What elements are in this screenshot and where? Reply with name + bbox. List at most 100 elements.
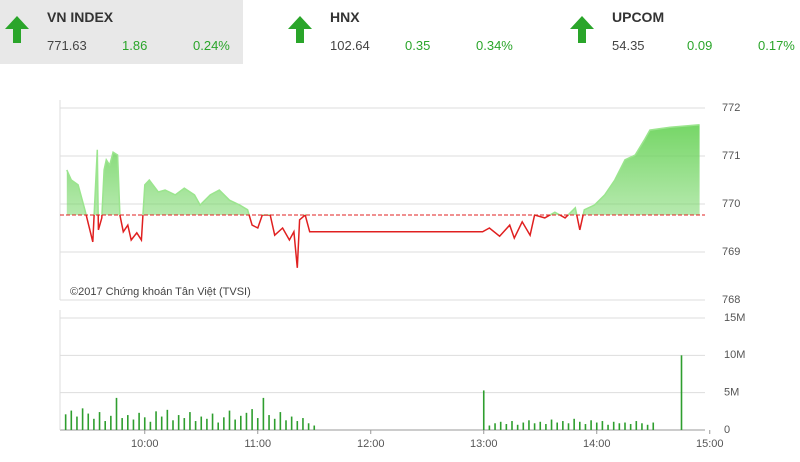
- volume-bar: [624, 422, 626, 430]
- index-value: 102.64: [330, 38, 370, 53]
- volume-bar: [556, 422, 558, 430]
- volume-bar: [516, 424, 519, 430]
- volume-bar: [155, 411, 157, 430]
- index-name: HNX: [330, 9, 360, 25]
- index-box: UPCOM 54.35 0.09 0.17%: [565, 0, 800, 64]
- volume-bar: [579, 421, 581, 430]
- volume-bar: [240, 415, 242, 430]
- volume-bar: [211, 413, 214, 430]
- volume-bar: [183, 418, 186, 430]
- volume-bar: [200, 416, 203, 430]
- volume-bar: [251, 409, 253, 430]
- volume-bar: [567, 423, 570, 430]
- volume-bar: [256, 418, 259, 430]
- volume-bar: [635, 421, 638, 430]
- y-tick-label: 772: [722, 102, 740, 114]
- y-tick-label: 771: [722, 150, 740, 162]
- volume-bar: [302, 418, 304, 430]
- y-tick-label: 769: [722, 246, 740, 258]
- volume-bar: [262, 397, 265, 430]
- index-name: VN INDEX: [47, 9, 114, 25]
- index-change-pct: 0.17%: [758, 38, 795, 53]
- volume-bar: [273, 418, 276, 430]
- volume-bar: [81, 408, 84, 430]
- volume-bar: [149, 421, 152, 430]
- volume-bar: [612, 421, 615, 430]
- index-change: 0.09: [687, 38, 713, 53]
- up-arrow: [570, 16, 594, 43]
- index-value: 771.63: [47, 38, 87, 53]
- volume-bar: [160, 416, 163, 430]
- volume-bar: [595, 422, 598, 430]
- index-value: 54.35: [612, 38, 645, 53]
- volume-bar: [228, 410, 231, 430]
- index-change: 0.35: [405, 38, 431, 53]
- volume-bar: [279, 412, 282, 430]
- index-box: HNX 102.64 0.35 0.34%: [283, 0, 549, 64]
- price-line-down: [85, 215, 584, 268]
- volume-bar: [522, 422, 525, 430]
- volume-bar: [223, 417, 225, 430]
- volume-bar: [488, 425, 491, 430]
- volume-bar: [618, 423, 621, 430]
- index-name: UPCOM: [612, 9, 665, 25]
- up-arrow: [5, 16, 29, 43]
- volume-bar: [499, 421, 502, 430]
- volume-bar: [652, 422, 655, 430]
- price-area: [66, 124, 700, 216]
- x-tick-label: 12:00: [357, 438, 385, 450]
- arrow-shape: [570, 16, 594, 43]
- volume-bar: [584, 424, 587, 430]
- arrow-shape: [5, 16, 29, 43]
- volume-bar: [115, 397, 118, 430]
- volume-bar: [680, 355, 683, 430]
- volume-bar: [245, 412, 248, 430]
- x-tick-label: 15:00: [696, 438, 724, 450]
- volume-bar: [590, 420, 592, 430]
- price-line-up: [66, 124, 700, 216]
- volume-bar: [121, 418, 123, 430]
- x-tick-label: 10:00: [131, 438, 159, 450]
- volume-bar: [70, 410, 73, 430]
- volume-bar: [98, 412, 101, 430]
- volume-bar: [607, 424, 609, 430]
- x-tick-label: 13:00: [470, 438, 498, 450]
- volume-bar: [505, 424, 508, 430]
- y-tick-label: 0: [724, 424, 730, 436]
- y-tick-label: 5M: [724, 387, 739, 399]
- volume-bar: [533, 423, 536, 430]
- y-tick-label: 768: [722, 294, 740, 306]
- volume-bar: [646, 424, 649, 430]
- volume-bar: [234, 419, 236, 430]
- volume-bar: [166, 409, 169, 430]
- volume-bar: [268, 415, 270, 430]
- volume-bar: [313, 425, 316, 430]
- volume-bar: [539, 421, 542, 430]
- volume-bar: [93, 418, 95, 430]
- volume-bar: [296, 421, 299, 430]
- volume-bar: [76, 416, 78, 430]
- volume-bar: [641, 423, 643, 430]
- volume-bar: [290, 416, 293, 430]
- y-tick-label: 10M: [724, 349, 745, 361]
- volume-bar: [562, 421, 564, 430]
- volume-bar: [64, 414, 67, 430]
- volume-bar: [87, 413, 90, 430]
- index-change-pct: 0.34%: [476, 38, 513, 53]
- volume-bar: [629, 424, 632, 430]
- volume-bar: [545, 424, 547, 430]
- volume-bar: [494, 423, 496, 430]
- volume-bar: [143, 417, 146, 430]
- volume-bar: [132, 419, 135, 430]
- volume-bar: [573, 418, 575, 430]
- volume-bar: [601, 421, 604, 430]
- volume-bar: [550, 419, 553, 430]
- annotation: ©2017 Chứng khoán Tân Việt (TVSI): [70, 286, 251, 298]
- up-arrow: [288, 16, 312, 43]
- volume-bar: [138, 412, 140, 430]
- index-change: 1.86: [122, 38, 148, 53]
- volume-bar: [482, 390, 485, 430]
- volume-bar: [189, 412, 191, 430]
